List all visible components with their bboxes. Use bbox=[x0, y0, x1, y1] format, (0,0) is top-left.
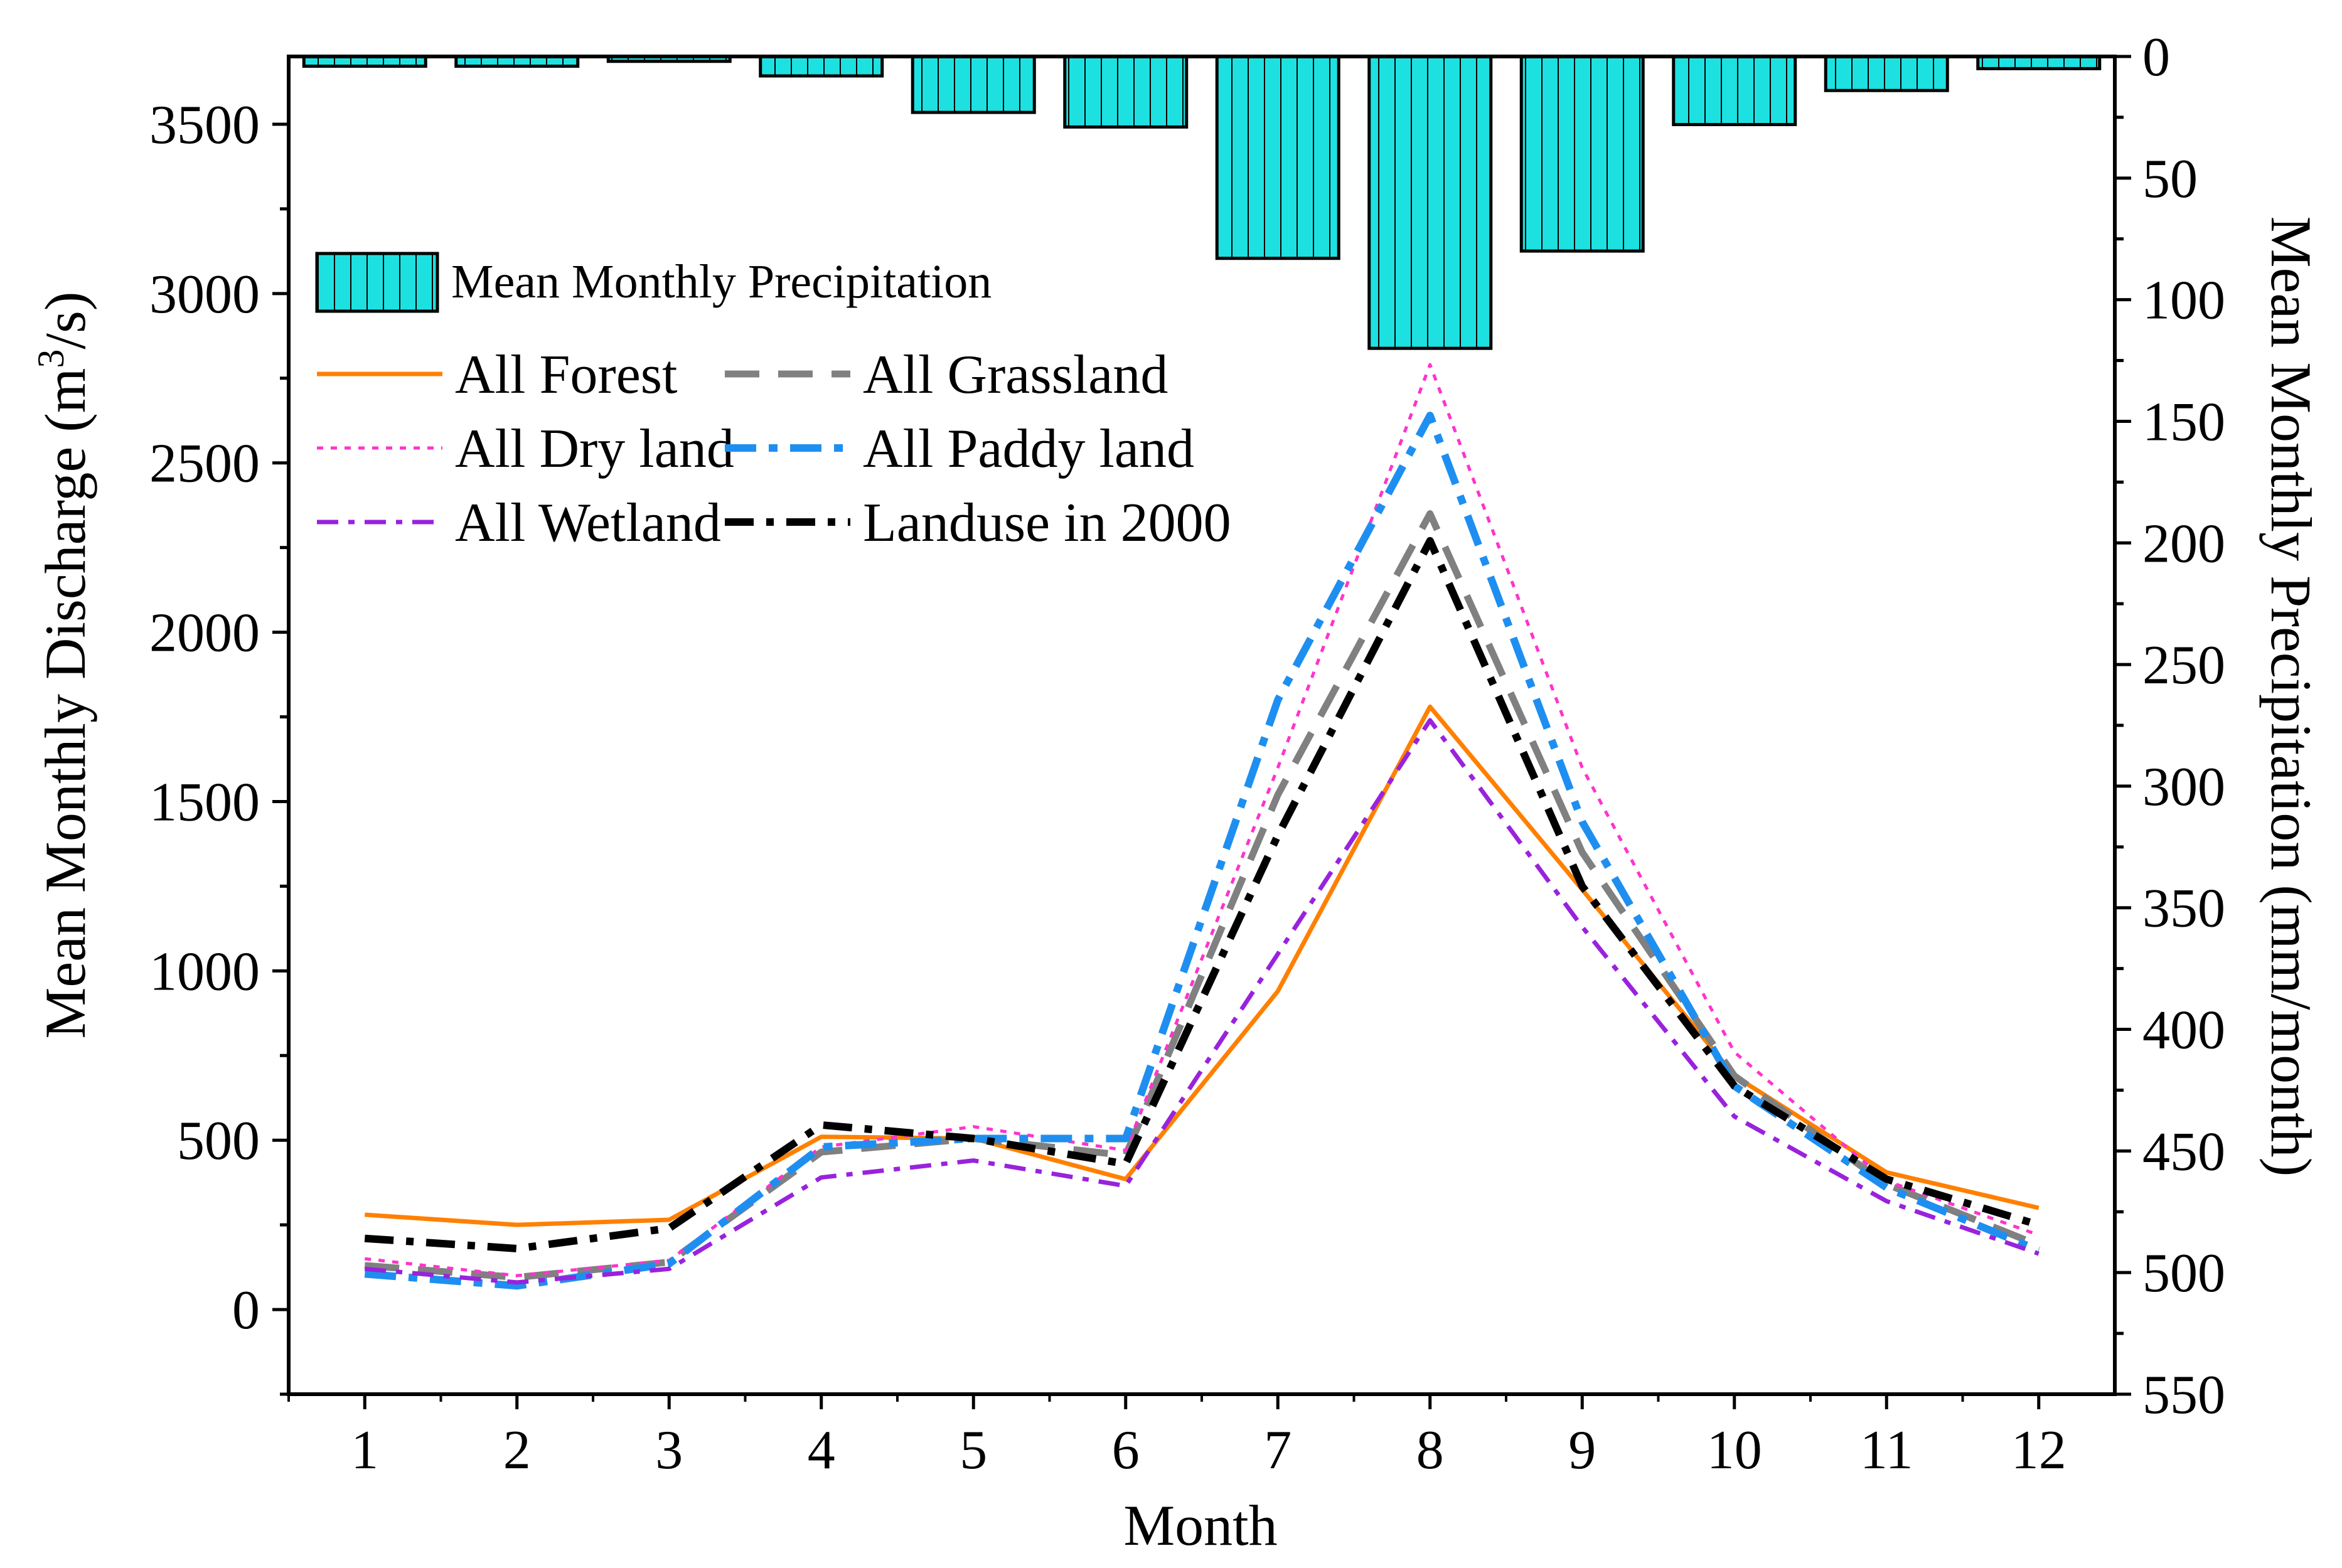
y-axis-title: Mean Monthly Discharge (m3/s) bbox=[30, 292, 97, 1039]
y-tick-label: 0 bbox=[232, 1280, 260, 1341]
y-tick-label: 500 bbox=[177, 1111, 260, 1171]
y-tick-label: 1000 bbox=[149, 941, 260, 1002]
x-tick-label: 12 bbox=[2011, 1420, 2067, 1481]
precip-bar-5 bbox=[911, 55, 1036, 114]
y2-tick-label: 100 bbox=[2142, 270, 2225, 331]
precip-bar-9 bbox=[1519, 55, 1645, 253]
x-tick-label: 11 bbox=[1860, 1420, 1913, 1481]
y2-tick-label: 400 bbox=[2142, 1000, 2225, 1061]
x-tick-label: 7 bbox=[1264, 1420, 1291, 1481]
series-line-all-forest bbox=[365, 704, 2040, 1227]
legend-label-all-dry-land: All Dry land bbox=[455, 419, 734, 479]
y2-tick-label: 300 bbox=[2142, 757, 2225, 818]
x-tick-label: 6 bbox=[1112, 1420, 1140, 1481]
legend-label-all-grassland: All Grassland bbox=[863, 344, 1168, 405]
y2-tick-label: 450 bbox=[2142, 1121, 2225, 1182]
y2-tick-label: 350 bbox=[2142, 878, 2225, 939]
x-tick-label: 2 bbox=[503, 1420, 531, 1481]
x-tick-label: 5 bbox=[960, 1420, 987, 1481]
x-tick-label: 4 bbox=[808, 1420, 835, 1481]
precip-bar-11 bbox=[1824, 55, 1949, 92]
x-tick-label: 1 bbox=[351, 1420, 378, 1481]
y2-tick-label: 150 bbox=[2142, 392, 2225, 452]
y2-tick-label: 0 bbox=[2142, 27, 2170, 88]
y-tick-label: 2000 bbox=[149, 603, 260, 664]
x-tick-label: 9 bbox=[1568, 1420, 1596, 1481]
axis-titles: Month Mean Monthly Discharge (m3/s) Mean… bbox=[30, 216, 2323, 1557]
y2-tick-label: 550 bbox=[2142, 1365, 2225, 1426]
y2-tick-label: 50 bbox=[2142, 149, 2198, 210]
precip-bar-10 bbox=[1672, 55, 1797, 127]
legend-label-landuse-in-2000: Landuse in 2000 bbox=[863, 493, 1231, 553]
legend: Mean Monthly Precipitation All Forest All … bbox=[315, 252, 1231, 553]
series-line-all-wetland bbox=[364, 718, 2040, 1285]
legend-label-all-forest: All Forest bbox=[455, 344, 677, 405]
precip-bar-7 bbox=[1215, 55, 1340, 260]
y2-axis-title: Mean Monthly Precipitation (mm/month) bbox=[2259, 216, 2323, 1177]
y2-tick-label: 500 bbox=[2142, 1243, 2225, 1304]
series-line-all-paddy-land bbox=[364, 412, 2041, 1290]
legend-label-precipitation: Mean Monthly Precipitation bbox=[451, 255, 992, 308]
legend-swatch-precipitation bbox=[315, 252, 439, 313]
y2-tick-label: 200 bbox=[2142, 513, 2225, 574]
series-line-landuse-in-2000 bbox=[364, 536, 2040, 1252]
y-tick-label: 2500 bbox=[149, 434, 260, 494]
precip-bar-8 bbox=[1367, 55, 1493, 350]
x-tick-label: 8 bbox=[1416, 1420, 1444, 1481]
x-tick-label: 3 bbox=[655, 1420, 683, 1481]
legend-label-all-paddy-land: All Paddy land bbox=[863, 419, 1194, 479]
series-line-all-grassland bbox=[364, 510, 2040, 1281]
x-tick-label: 10 bbox=[1707, 1420, 1762, 1481]
legend-label-all-wetland: All Wetland bbox=[455, 493, 721, 553]
y-tick-label: 3000 bbox=[149, 264, 260, 325]
precip-bar-4 bbox=[759, 55, 884, 78]
y-tick-label: 3500 bbox=[149, 95, 260, 156]
series-line-all-dry-land bbox=[364, 363, 2040, 1277]
y2-tick-label: 250 bbox=[2142, 635, 2225, 696]
precipitation-bars bbox=[302, 55, 2102, 350]
y-tick-label: 1500 bbox=[149, 772, 260, 833]
x-axis-title: Month bbox=[1123, 1493, 1277, 1557]
axes: 0500100015002000250030003500050100150200… bbox=[149, 27, 2225, 1481]
discharge-lines bbox=[364, 363, 2041, 1290]
precip-bar-6 bbox=[1063, 55, 1189, 129]
